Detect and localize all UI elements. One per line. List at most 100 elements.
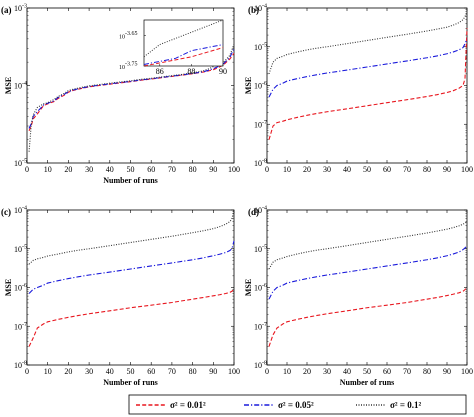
x-tick-label: 0 bbox=[265, 367, 269, 376]
inset-y-tick-label: 10-3.75 bbox=[119, 62, 138, 72]
chart-panel-b: 0 10 20 30 40 50 60 70 80 90 100 10-8 10-7 10-6 10-5 10… bbox=[244, 4, 473, 175]
series-line-black bbox=[28, 44, 235, 152]
series-line-black bbox=[28, 209, 235, 265]
x-tick-label: 0 bbox=[265, 165, 269, 174]
x-tick-label: 70 bbox=[403, 367, 411, 376]
x-tick-label: 20 bbox=[303, 165, 311, 174]
y-tick-label: 10-6 bbox=[14, 283, 27, 293]
y-tick-label: 10-5 bbox=[14, 244, 27, 254]
inset-series-line-black bbox=[143, 19, 224, 58]
y-axis-title: MSE bbox=[244, 77, 253, 94]
y-tick-label: 10-5 bbox=[254, 244, 267, 254]
x-tick-label: 20 bbox=[303, 367, 311, 376]
inset-series-line-blue bbox=[143, 44, 224, 65]
series-line-black bbox=[268, 221, 468, 270]
series-line-red bbox=[268, 28, 468, 140]
x-tick-label: 40 bbox=[106, 367, 114, 376]
y-tick-label: 10-4 bbox=[254, 206, 267, 216]
y-tick-label: 10-8 bbox=[14, 361, 27, 371]
y-tick-label: 10-6 bbox=[254, 81, 267, 91]
inset-x-tick-label: 90 bbox=[219, 67, 227, 76]
series-line-blue bbox=[28, 240, 235, 294]
x-tick-label: 80 bbox=[423, 165, 431, 174]
chart-panel-a: 0 10 20 30 40 50 60 70 80 90 100 10-5 10-4 10-3 MSE Num… bbox=[1, 4, 240, 186]
inset-zoom: 86 88 90 10-3.75 10-3.65 bbox=[119, 19, 227, 76]
x-tick-label: 70 bbox=[168, 165, 176, 174]
series-line-red bbox=[268, 287, 468, 347]
inset-series-line-red bbox=[143, 47, 224, 67]
x-tick-label: 80 bbox=[189, 165, 197, 174]
y-tick-label: 10-4 bbox=[14, 81, 27, 91]
x-tick-label: 20 bbox=[64, 367, 72, 376]
legend-label: σ² = 0.1² bbox=[390, 400, 421, 410]
x-axis-title: Number of runs bbox=[103, 176, 158, 185]
y-axis-title: MSE bbox=[4, 77, 13, 94]
x-tick-label: 40 bbox=[343, 165, 351, 174]
legend-label: σ² = 0.05² bbox=[278, 400, 314, 410]
x-tick-label: 30 bbox=[323, 165, 331, 174]
x-tick-label: 10 bbox=[44, 367, 52, 376]
x-tick-label: 40 bbox=[343, 367, 351, 376]
series-line-black bbox=[268, 11, 468, 75]
x-tick-label: 70 bbox=[403, 165, 411, 174]
series-line-blue bbox=[268, 38, 468, 98]
x-tick-label: 0 bbox=[25, 367, 29, 376]
y-tick-label: 10-4 bbox=[14, 206, 27, 216]
x-axis-title: Number of runs bbox=[103, 378, 158, 387]
x-tick-label: 60 bbox=[147, 165, 155, 174]
x-tick-label: 50 bbox=[127, 367, 135, 376]
x-tick-label: 100 bbox=[228, 367, 240, 376]
y-tick-label: 10-7 bbox=[254, 120, 267, 130]
x-tick-label: 40 bbox=[106, 165, 114, 174]
y-tick-label: 10-4 bbox=[254, 4, 267, 14]
x-tick-label: 30 bbox=[85, 165, 93, 174]
y-tick-label: 10-7 bbox=[14, 322, 27, 332]
x-tick-label: 70 bbox=[168, 367, 176, 376]
x-tick-label: 50 bbox=[127, 165, 135, 174]
x-tick-label: 90 bbox=[443, 165, 451, 174]
y-tick-label: 10-8 bbox=[254, 159, 267, 169]
x-tick-label: 90 bbox=[443, 367, 451, 376]
y-tick-label: 10-3 bbox=[14, 4, 27, 14]
x-tick-label: 60 bbox=[383, 367, 391, 376]
legend: σ² = 0.01² σ² = 0.05² σ² = 0.1² bbox=[128, 394, 467, 415]
x-tick-label: 20 bbox=[64, 165, 72, 174]
x-tick-label: 90 bbox=[209, 367, 217, 376]
x-tick-label: 100 bbox=[228, 165, 240, 174]
plot-frame bbox=[266, 209, 468, 366]
x-tick-label: 60 bbox=[383, 165, 391, 174]
x-tick-label: 80 bbox=[189, 367, 197, 376]
legend-frame bbox=[128, 394, 467, 415]
inset-x-tick-label: 86 bbox=[156, 67, 164, 76]
y-tick-label: 10-5 bbox=[14, 159, 27, 169]
x-tick-label: 10 bbox=[283, 367, 291, 376]
y-axis-title: MSE bbox=[244, 279, 253, 296]
y-tick-label: 10-7 bbox=[254, 322, 267, 332]
chart-panel-d: 0 10 20 30 40 50 60 70 80 90 100 10-8 10-7 10-6 10-5 10… bbox=[244, 206, 473, 388]
x-tick-label: 100 bbox=[461, 367, 473, 376]
x-tick-label: 60 bbox=[147, 367, 155, 376]
x-axis-title: Number of runs bbox=[340, 378, 395, 387]
chart-panel-c: 0 10 20 30 40 50 60 70 80 90 100 10-8 10-7 10-6 10-5 10… bbox=[1, 206, 240, 388]
y-tick-label: 10-8 bbox=[254, 361, 267, 371]
series-line-blue bbox=[28, 48, 235, 129]
y-tick-label: 10-6 bbox=[254, 283, 267, 293]
legend-label: σ² = 0.01² bbox=[170, 400, 206, 410]
panel-label: (b) bbox=[248, 5, 259, 15]
plot-frame bbox=[26, 209, 235, 366]
x-tick-label: 30 bbox=[323, 367, 331, 376]
x-tick-label: 10 bbox=[44, 165, 52, 174]
x-tick-label: 100 bbox=[461, 165, 473, 174]
x-tick-label: 10 bbox=[283, 165, 291, 174]
inset-y-tick-label: 10-3.65 bbox=[119, 31, 138, 41]
panel-label: (a) bbox=[1, 5, 12, 15]
x-tick-label: 80 bbox=[423, 367, 431, 376]
x-tick-label: 0 bbox=[25, 165, 29, 174]
series-line-blue bbox=[268, 245, 468, 300]
inset-x-tick-label: 88 bbox=[187, 67, 195, 76]
x-tick-label: 30 bbox=[85, 367, 93, 376]
panel-label: (d) bbox=[248, 207, 259, 217]
inset-frame bbox=[143, 19, 224, 67]
y-tick-label: 10-5 bbox=[254, 42, 267, 52]
